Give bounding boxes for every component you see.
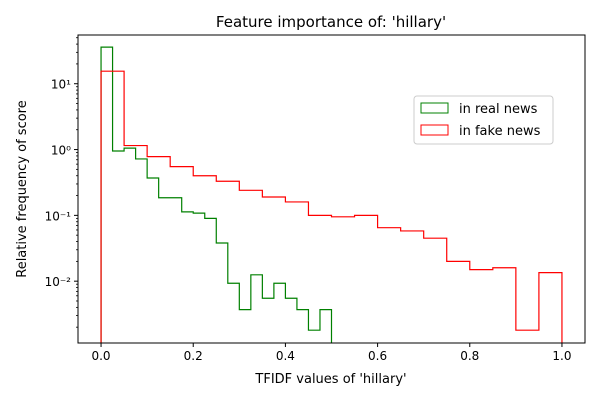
- plot-area: [100, 46, 563, 343]
- legend-swatch-fake: [420, 124, 449, 136]
- legend-swatch-real: [420, 102, 449, 114]
- y-tick-label: 10¹: [51, 78, 71, 92]
- y-tick-label: 10⁻²: [45, 275, 72, 289]
- x-axis: 0.0 0.2 0.4 0.6 0.8 1.0: [91, 343, 572, 363]
- series-0-step-line: [100, 46, 333, 343]
- legend-label-real: in real news: [459, 102, 538, 117]
- y-tick-label: 10⁰: [51, 144, 71, 158]
- y-tick-label: 10⁻¹: [45, 209, 72, 223]
- x-tick-label: 0.2: [184, 349, 203, 363]
- axes-frame: [77, 34, 586, 344]
- legend-box: [413, 95, 554, 145]
- x-tick-label: 0.0: [91, 349, 110, 363]
- y-axis: 10⁻² 10⁻¹ 10⁰ 10¹: [45, 37, 78, 328]
- x-tick-label: 1.0: [552, 349, 571, 363]
- x-tick-label: 0.4: [276, 349, 295, 363]
- y-axis-label: Relative frequency of score: [15, 100, 30, 278]
- legend-label-fake: in fake news: [459, 124, 541, 139]
- legend: in real news in fake news: [413, 95, 554, 145]
- chart-title: Feature importance of: 'hillary': [216, 13, 446, 31]
- series-1-step-line: [100, 70, 563, 343]
- x-axis-label: TFIDF values of 'hillary': [254, 372, 406, 387]
- x-tick-label: 0.8: [460, 349, 479, 363]
- x-tick-label: 0.6: [368, 349, 387, 363]
